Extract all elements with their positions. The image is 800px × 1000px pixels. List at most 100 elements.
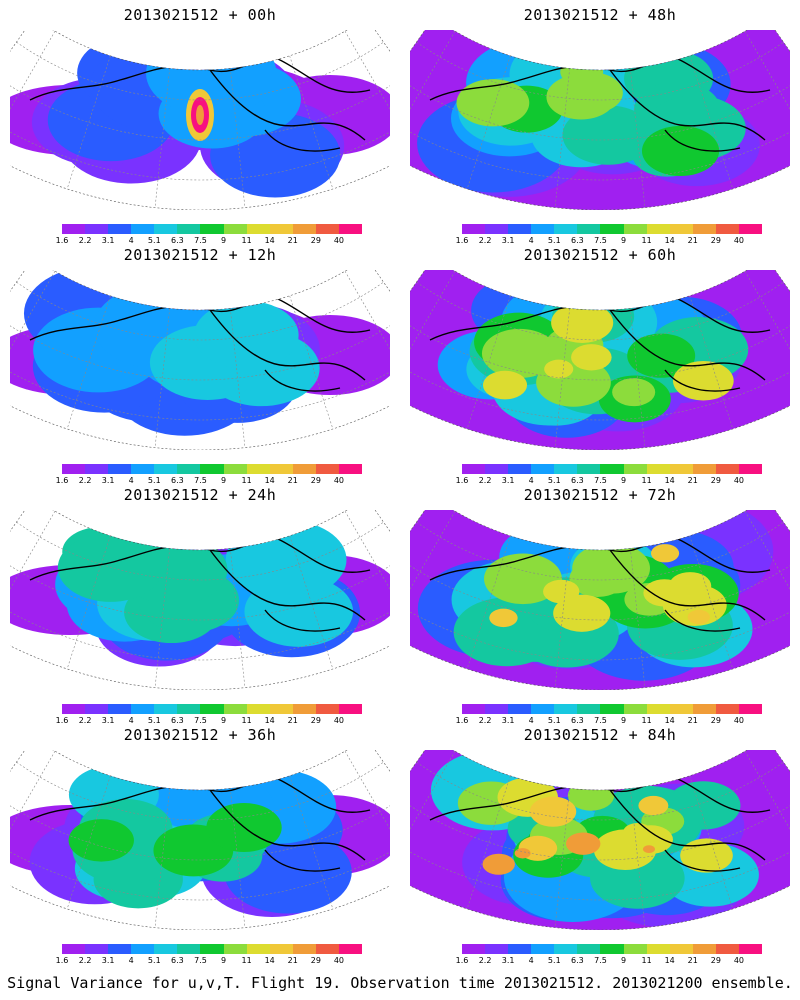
colorbar-tick-label: 2.2	[78, 716, 92, 725]
colorbar	[462, 704, 763, 714]
variance-contour	[489, 608, 518, 628]
colorbar-labels: 1.6 2.2 3.1 4 5.1 6.3 7.5 9 11 14 21 29 40	[56, 236, 362, 246]
colorbar-swatch	[692, 704, 716, 714]
figure-caption: Signal Variance for u,v,T. Flight 19. Ob…	[7, 974, 793, 992]
colorbar-swatch	[600, 944, 624, 954]
colorbar-tick-label: 1.6	[455, 476, 469, 485]
colorbar	[462, 464, 763, 474]
colorbar-tick-label: 1.6	[55, 476, 69, 485]
colorbar-tick-label: 7.5	[194, 476, 207, 485]
colorbar	[62, 704, 363, 714]
colorbar-tick-label: 11	[241, 476, 252, 485]
variance-contour	[481, 328, 558, 378]
variance-contour	[680, 838, 733, 873]
colorbar-tick-label: 2.2	[478, 476, 492, 485]
colorbar-labels: 1.6 2.2 3.1 4 5.1 6.3 7.5 9 11 14 21 29 40	[456, 476, 762, 486]
colorbar-tick-label: 14	[264, 236, 275, 245]
colorbar-tick-label: 9	[620, 236, 627, 245]
variance-contour	[612, 378, 656, 407]
panel-60h: 2013021512 + 60h 1.6 2.2 3.1 4 5.1 6.3 7.5 9 11 14…	[400, 240, 800, 485]
colorbar-tick-label: 4	[128, 476, 134, 485]
colorbar-tick-label: 14	[664, 716, 675, 725]
colorbar-swatch	[623, 944, 647, 954]
panel-title: 2013021512 + 12h	[123, 246, 277, 264]
colorbar-tick-label: 40	[333, 716, 345, 725]
colorbar-tick-label: 21	[687, 956, 698, 965]
colorbar-tick-label: 6.3	[571, 956, 584, 965]
colorbar-swatch	[338, 704, 363, 714]
colorbar-swatch	[623, 224, 647, 234]
map-boundary	[410, 270, 790, 450]
colorbar-tick-label: 29	[710, 236, 721, 245]
colorbar-swatch	[62, 944, 86, 954]
variance-contour	[484, 553, 562, 605]
colorbar-tick-label: 5.1	[147, 476, 161, 485]
colorbar-tick-label: 7.5	[594, 716, 607, 725]
colorbar-swatch	[669, 224, 693, 234]
colorbar-swatch	[531, 464, 555, 474]
panel-84h: 2013021512 + 84h 1.6 2.2 3.1 4 5.1 6.3 7.5 9 11 14…	[400, 720, 800, 965]
colorbar-tick-label: 1.6	[455, 956, 469, 965]
map-boundary	[10, 30, 390, 210]
colorbar-swatch	[246, 704, 270, 714]
colorbar-swatch	[338, 224, 363, 234]
colorbar	[62, 224, 363, 234]
panel-72h: 2013021512 + 72h 1.6 2.2 3.1 4 5.1 6.3 7.5 9 11 14…	[400, 480, 800, 725]
colorbar-tick-label: 2.2	[478, 956, 492, 965]
colorbar-swatch	[485, 944, 509, 954]
colorbar-tick-label: 40	[733, 956, 745, 965]
colorbar-tick-label: 2.2	[478, 716, 492, 725]
colorbar-swatch	[131, 224, 155, 234]
colorbar	[62, 944, 363, 954]
colorbar-swatch	[600, 464, 624, 474]
colorbar-tick-label: 9	[220, 956, 227, 965]
colorbar-swatch	[154, 704, 178, 714]
variance-contour	[546, 74, 616, 120]
colorbar-swatch	[269, 464, 293, 474]
colorbar-tick-label: 7.5	[194, 236, 207, 245]
colorbar-swatch	[108, 224, 132, 234]
colorbar-swatch	[462, 944, 486, 954]
colorbar-swatch	[246, 464, 270, 474]
variance-contour	[569, 560, 626, 597]
panel-12h: 2013021512 + 12h 1.6 2.2 3.1 4 5.1 6.3 7.5 9 11 14…	[0, 240, 400, 485]
colorbar-tick-label: 6.3	[171, 716, 184, 725]
colorbar-tick-label: 1.6	[55, 236, 69, 245]
panel-title: 2013021512 + 60h	[523, 246, 677, 264]
colorbar-tick-label: 2.2	[78, 236, 92, 245]
panel-title: 2013021512 + 84h	[523, 726, 677, 744]
colorbar-tick-label: 6.3	[171, 236, 184, 245]
colorbar-swatch	[131, 464, 155, 474]
meridian-gridline	[66, 295, 111, 430]
colorbar-tick-label: 5.1	[147, 236, 161, 245]
colorbar-tick-label: 21	[287, 476, 298, 485]
colorbar-swatch	[554, 464, 578, 474]
colorbar-tick-label: 7.5	[594, 476, 607, 485]
variance-map	[10, 750, 390, 930]
colorbar-swatch	[154, 224, 178, 234]
colorbar-swatch	[577, 944, 601, 954]
colorbar-swatch	[462, 224, 486, 234]
panel-48h: 2013021512 + 48h 1.6 2.2 3.1 4 5.1 6.3 7.5 9 11 14…	[400, 0, 800, 245]
colorbar-tick-label: 5.1	[147, 956, 161, 965]
colorbar-tick-label: 4	[528, 236, 534, 245]
colorbar-swatch	[646, 224, 670, 234]
map-boundary	[410, 510, 790, 690]
colorbar-tick-label: 6.3	[571, 476, 584, 485]
colorbar-swatch	[554, 944, 578, 954]
colorbar-tick-label: 11	[241, 236, 252, 245]
colorbar-tick-label: 29	[710, 716, 721, 725]
colorbar-swatch	[485, 464, 509, 474]
colorbar-swatch	[85, 224, 109, 234]
colorbar-tick-label: 6.3	[571, 236, 584, 245]
panel-36h: 2013021512 + 36h 1.6 2.2 3.1 4 5.1 6.3 7.5 9 11 14…	[0, 720, 400, 965]
colorbar-swatch	[177, 944, 201, 954]
variance-contour	[642, 845, 655, 854]
colorbar-swatch	[646, 464, 670, 474]
parallel-gridline	[410, 510, 790, 621]
variance-contour	[627, 333, 696, 378]
colorbar-swatch	[715, 224, 739, 234]
colorbar-swatch	[131, 704, 155, 714]
variance-contour	[68, 819, 134, 862]
colorbar-swatch	[600, 704, 624, 714]
